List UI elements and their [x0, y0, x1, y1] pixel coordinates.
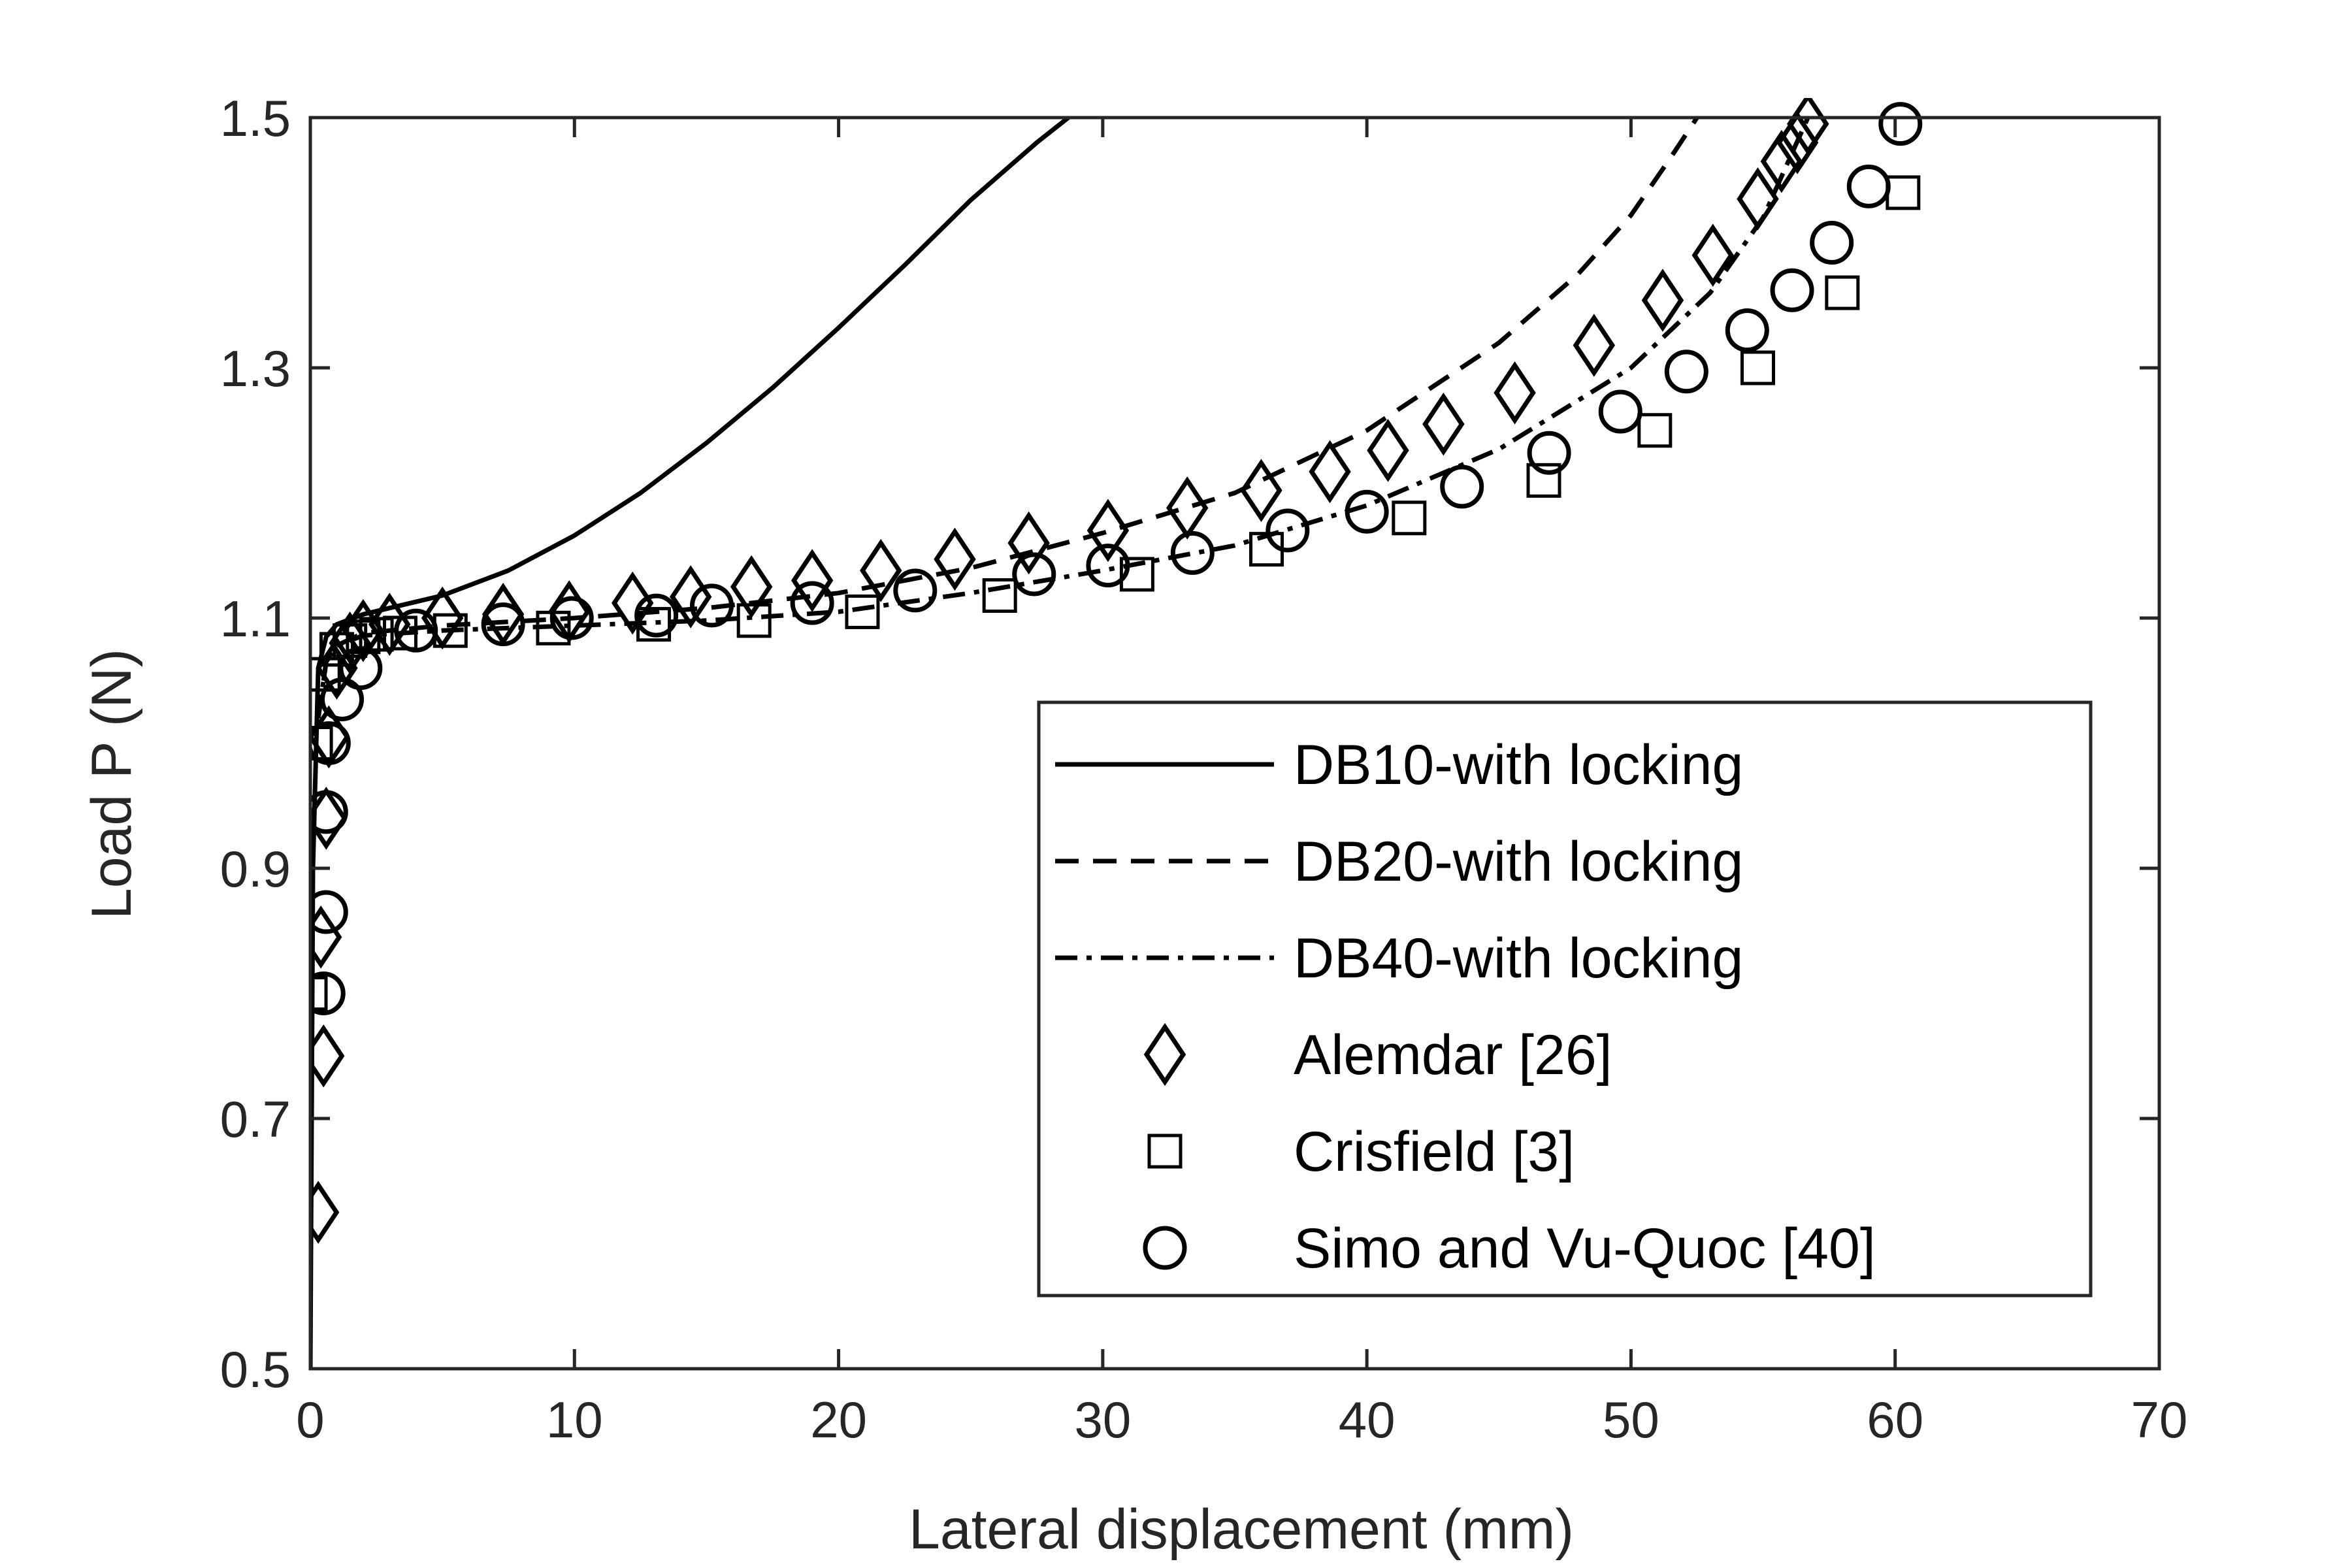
- legend-swatch-marker-circle: [1143, 1226, 1187, 1270]
- data-point-diamond: [1367, 419, 1409, 482]
- data-point-circle: [1012, 552, 1056, 596]
- x-tick-label: 30: [1074, 1391, 1131, 1448]
- data-point-circle: [1810, 221, 1854, 265]
- axes-box: [308, 116, 2161, 1371]
- data-point-circle: [1170, 531, 1215, 575]
- data-point-diamond: [1494, 361, 1536, 425]
- data-point-circle: [1527, 431, 1571, 475]
- data-point-diamond: [1309, 440, 1351, 504]
- x-tick-label: 50: [1603, 1391, 1659, 1448]
- data-point-circle: [1345, 489, 1389, 534]
- data-point-circle: [310, 790, 348, 834]
- data-point-diamond: [1240, 459, 1282, 522]
- data-point-circle: [394, 608, 438, 653]
- data-point-diamond: [310, 787, 348, 850]
- data-point-circle: [549, 596, 594, 640]
- data-point-circle: [1440, 465, 1484, 509]
- data-point-square: [845, 594, 880, 629]
- data-point-square: [736, 603, 772, 638]
- y-tick-label: 0.5: [220, 1341, 291, 1398]
- x-tick-label: 0: [296, 1391, 324, 1448]
- legend: DB10-with locking DB20-with locking DB40-w…: [1037, 700, 2093, 1298]
- data-point-square: [1637, 413, 1673, 448]
- legend-label: DB40-with locking: [1294, 927, 1743, 990]
- axes: 0 10 20 30 40 50 60 70 0.5 0.7 0.9 1.1 1.3 1.5: [220, 90, 2188, 1448]
- data-point-diamond: [1691, 223, 1734, 287]
- x-tick-label: 70: [2131, 1391, 2188, 1448]
- data-point-circle: [1598, 389, 1642, 434]
- data-point-diamond: [1422, 392, 1465, 456]
- series-line-solid: [310, 116, 1070, 1369]
- data-point-square: [1526, 463, 1561, 498]
- x-tick-label: 40: [1339, 1391, 1396, 1448]
- y-tick-label: 1.3: [220, 340, 291, 397]
- legend-label: DB10-with locking: [1294, 734, 1743, 796]
- data-point-circle: [1664, 350, 1708, 394]
- data-point-square: [1119, 557, 1154, 592]
- data-point-circle: [1266, 508, 1310, 553]
- data-point-diamond: [860, 538, 902, 602]
- legend-label: DB20-with locking: [1294, 830, 1743, 893]
- y-tick-label: 0.9: [220, 840, 291, 898]
- data-point-diamond: [791, 549, 834, 612]
- data-point-diamond: [1007, 511, 1050, 575]
- plot-area: [310, 98, 1923, 1369]
- data-point-circle: [634, 593, 679, 638]
- y-tick-label: 0.7: [220, 1090, 291, 1148]
- data-point-circle: [1846, 164, 1891, 208]
- data-point-circle: [690, 583, 734, 628]
- data-point-circle: [481, 602, 525, 647]
- y-tick-label: 1.5: [220, 90, 291, 147]
- legend-swatch-marker-square: [1147, 1134, 1183, 1169]
- data-point-diamond: [730, 555, 773, 619]
- data-point-circle: [338, 646, 383, 691]
- data-point-square: [1740, 350, 1775, 385]
- data-point-diamond: [1737, 167, 1779, 231]
- x-axis-label: Lateral displacement (mm): [909, 1498, 1574, 1561]
- y-tick-label: 1.1: [220, 590, 291, 647]
- data-point-circle: [310, 972, 346, 1015]
- data-point-square: [1392, 500, 1427, 536]
- data-point-circle: [1725, 308, 1769, 353]
- data-point-circle: [1086, 544, 1130, 588]
- data-point-square: [982, 578, 1017, 613]
- data-point-circle: [893, 568, 938, 613]
- data-point-diamond: [1086, 498, 1130, 563]
- data-point-diamond: [612, 571, 654, 635]
- data-point-square: [310, 976, 328, 1011]
- series-marker-circle: [310, 102, 1923, 1015]
- data-point-circle: [790, 581, 834, 625]
- data-point-diamond: [310, 1181, 340, 1244]
- x-tick-label: 20: [810, 1391, 867, 1448]
- data-point-diamond: [310, 906, 342, 969]
- legend-swatch-marker-diamond: [1143, 1022, 1186, 1086]
- data-point-diamond: [1787, 98, 1829, 155]
- data-point-circle: [1770, 268, 1814, 312]
- data-point-circle: [1878, 102, 1923, 146]
- legend-box: [1037, 700, 2093, 1298]
- data-point-diamond: [934, 527, 976, 591]
- data-point-diamond: [1760, 129, 1803, 193]
- data-point-diamond: [1776, 110, 1819, 174]
- data-point-circle: [310, 721, 351, 765]
- legend-label: Simo and Vu-Quoc [40]: [1294, 1217, 1876, 1280]
- legend-label: Crisfield [3]: [1294, 1120, 1575, 1183]
- data-point-square: [346, 619, 381, 655]
- x-tick-label: 60: [1867, 1391, 1923, 1448]
- data-point-square: [1825, 275, 1860, 310]
- data-point-diamond: [1641, 269, 1684, 332]
- data-point-square: [359, 617, 394, 652]
- series-line-dashdot: [316, 116, 1810, 719]
- y-axis-label: Load P (N): [80, 649, 143, 919]
- x-tick-label: 10: [546, 1391, 603, 1448]
- data-point-circle: [310, 890, 348, 934]
- legend-label: Alemdar [26]: [1294, 1024, 1612, 1086]
- data-point-square: [333, 623, 368, 658]
- data-point-diamond: [1573, 314, 1616, 377]
